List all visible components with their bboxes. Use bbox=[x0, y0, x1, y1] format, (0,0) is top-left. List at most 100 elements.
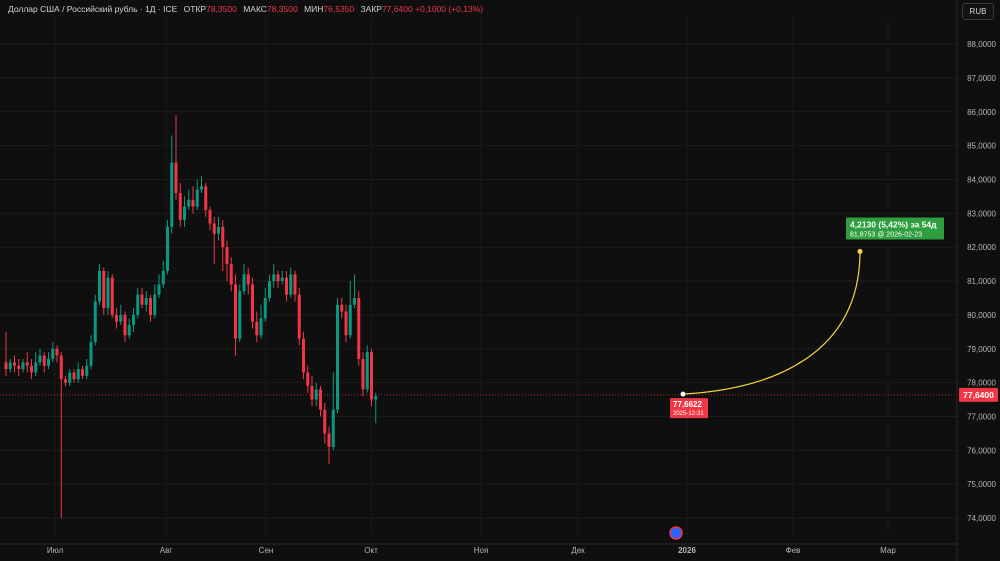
x-tick-label: Ноя bbox=[474, 546, 489, 555]
candle-body bbox=[195, 189, 199, 207]
open-label: ОТКР bbox=[183, 4, 207, 14]
y-tick-label: 75,0000 bbox=[967, 480, 996, 489]
symbol-header: Доллар США / Российский рубль · 1Д · ICE… bbox=[8, 4, 483, 14]
candle-body bbox=[102, 270, 106, 309]
candle-body bbox=[353, 298, 356, 305]
candle-body bbox=[327, 433, 331, 447]
candle-body bbox=[98, 270, 101, 302]
y-tick-label: 78,0000 bbox=[967, 379, 996, 388]
candle-body bbox=[234, 284, 237, 339]
candle-body bbox=[251, 284, 254, 322]
candle-body bbox=[361, 358, 365, 390]
x-tick-label: Июл bbox=[47, 546, 64, 555]
candle-body bbox=[119, 314, 123, 322]
candle-body bbox=[153, 294, 157, 315]
y-tick-label: 82,0000 bbox=[967, 243, 996, 252]
projection-start-dot bbox=[680, 391, 686, 397]
candle-body bbox=[68, 372, 72, 383]
x-tick-label: Мар bbox=[880, 546, 896, 555]
candle-body bbox=[17, 365, 21, 370]
price-axis[interactable]: 88,0000 87,0000 86,0000 85,0000 84,0000 83,00… bbox=[956, 0, 997, 561]
candle-body bbox=[191, 199, 195, 207]
y-tick-label: 79,0000 bbox=[967, 345, 996, 354]
y-tick-label: 74,0000 bbox=[967, 514, 996, 523]
labels: 77,6400 4,2130 (5,42%) за 54д 81,8753 @ 20… bbox=[669, 217, 998, 540]
y-tick-label: 87,0000 bbox=[967, 74, 996, 83]
candle-body bbox=[229, 264, 233, 285]
candle-body bbox=[115, 314, 118, 322]
high-label: МАКС bbox=[243, 4, 267, 14]
candle-body bbox=[42, 355, 46, 366]
candle-body bbox=[170, 162, 174, 227]
candle-body bbox=[13, 362, 16, 366]
candle-body bbox=[85, 365, 89, 376]
candle-body bbox=[259, 318, 263, 336]
candle-body bbox=[212, 223, 216, 234]
candle-body bbox=[30, 365, 33, 373]
marker-price: 77,6622 bbox=[673, 400, 702, 409]
candle-body bbox=[64, 379, 67, 383]
candle-body bbox=[310, 386, 314, 400]
candle-body bbox=[302, 338, 305, 373]
y-tick-label: 83,0000 bbox=[967, 209, 996, 218]
candle-body bbox=[157, 284, 161, 295]
candle-body bbox=[55, 348, 59, 356]
projection-label-box bbox=[846, 217, 944, 240]
projection-curve bbox=[682, 251, 861, 395]
candle-body bbox=[187, 199, 191, 207]
currency-button[interactable]: RUB bbox=[962, 3, 994, 20]
candle-body bbox=[217, 226, 220, 234]
candle-body bbox=[374, 396, 378, 400]
time-axis[interactable]: Июл Авг Сен Окт Ноя Дек 2026 Фев Мар bbox=[0, 543, 957, 555]
candle-body bbox=[319, 389, 322, 410]
projection-label-line2: 81,8753 @ 2026-02-23 bbox=[850, 231, 922, 238]
candle-body bbox=[106, 277, 110, 309]
x-tick-label: Авг bbox=[160, 546, 173, 555]
candle-body bbox=[166, 226, 169, 271]
candle-body bbox=[140, 294, 144, 305]
close-value: 77,6400 bbox=[381, 4, 413, 14]
low-label: МИН bbox=[304, 4, 324, 14]
candle-body bbox=[242, 274, 246, 292]
candle-body bbox=[93, 301, 97, 343]
candle-body bbox=[59, 355, 63, 380]
x-tick-label: 2026 bbox=[678, 546, 696, 555]
candle-body bbox=[178, 193, 182, 221]
candle-body bbox=[263, 298, 267, 319]
candle-body bbox=[72, 372, 76, 380]
candle-body bbox=[161, 270, 165, 285]
candle-body bbox=[208, 209, 212, 224]
y-tick-label: 77,0000 bbox=[967, 413, 996, 422]
candle-body bbox=[81, 369, 84, 376]
candle-body bbox=[225, 247, 229, 265]
candle-body bbox=[25, 362, 29, 366]
y-tick-label: 81,0000 bbox=[967, 277, 996, 286]
low-value: 76,5350 bbox=[323, 4, 355, 14]
candle-body bbox=[289, 274, 293, 295]
close-label: ЗАКР bbox=[360, 4, 382, 14]
x-tick-label: Дек bbox=[571, 546, 585, 555]
marker-box bbox=[670, 398, 708, 419]
candle-body bbox=[348, 304, 352, 336]
x-tick-label: Сен bbox=[259, 546, 274, 555]
candle-body bbox=[344, 311, 348, 336]
candle-body bbox=[280, 277, 284, 282]
candle-body bbox=[38, 355, 42, 363]
projection-label-line1: 4,2130 (5,42%) за 54д bbox=[850, 219, 937, 229]
candle-body bbox=[255, 321, 259, 336]
candle-body bbox=[89, 342, 93, 366]
candle-body bbox=[331, 409, 335, 447]
candle-body bbox=[285, 277, 288, 295]
x-tick-label: Фев bbox=[786, 546, 801, 555]
y-tick-label: 88,0000 bbox=[967, 40, 996, 49]
current-price-tag bbox=[959, 387, 998, 402]
candle-body bbox=[340, 304, 344, 312]
candle-body bbox=[76, 369, 80, 380]
candle-body bbox=[221, 226, 225, 248]
marker-date: 2025-12-31 bbox=[673, 411, 704, 417]
candle-body bbox=[136, 294, 140, 315]
candle-body bbox=[21, 362, 25, 370]
symbol-title: Доллар США / Российский рубль · 1Д · ICE bbox=[8, 4, 178, 14]
candle-body bbox=[183, 206, 186, 221]
